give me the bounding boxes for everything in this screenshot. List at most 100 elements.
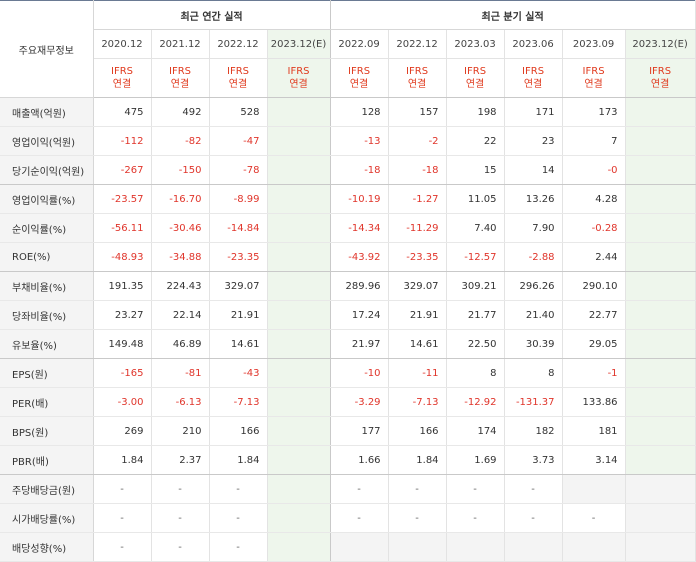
- table-cell: 30.39: [504, 329, 563, 359]
- table-cell: 15: [446, 155, 505, 185]
- table-cell: 1.84: [388, 445, 447, 475]
- row-label: 당기순이익(억원): [0, 155, 94, 185]
- table-cell: [267, 329, 331, 359]
- basis-header: IFRS 연결: [151, 58, 210, 98]
- basis-standard: IFRS: [111, 66, 133, 77]
- table-cell: -: [388, 503, 447, 533]
- table-cell: 191.35: [93, 271, 152, 301]
- table-cell: -8.99: [209, 184, 268, 214]
- table-cell: [267, 213, 331, 243]
- table-row: 영업이익률(%) -23.57 -16.70 -8.99 -10.19 -1.27 11.0…: [0, 184, 696, 214]
- table-cell: [267, 503, 331, 533]
- table-cell: 21.91: [209, 300, 268, 330]
- table-cell: 7.40: [446, 213, 505, 243]
- table-cell: 1.84: [209, 445, 268, 475]
- basis-consolidation: 연결: [650, 79, 670, 90]
- table-row: 주당배당금(원) - - - - - - -: [0, 474, 696, 504]
- table-cell: [625, 155, 696, 185]
- row-label: 주당배당금(원): [0, 474, 94, 504]
- table-cell: 2.37: [151, 445, 210, 475]
- table-cell: [625, 242, 696, 272]
- table-cell: [625, 445, 696, 475]
- table-cell: -112: [93, 126, 152, 156]
- table-cell: 198: [446, 97, 505, 127]
- basis-consolidation: 연결: [170, 79, 190, 90]
- table-row: ROE(%) -48.93 -34.88 -23.35 -43.92 -23.35 -12.…: [0, 242, 696, 272]
- table-cell: 157: [388, 97, 447, 127]
- table-cell: -48.93: [93, 242, 152, 272]
- basis-standard: IFRS: [348, 66, 371, 77]
- annual-group-header: 최근 연간 실적: [93, 0, 331, 30]
- table-row: 당기순이익(억원) -267 -150 -78 -18 -18 15 14 -0: [0, 155, 696, 185]
- table-cell: -6.13: [151, 387, 210, 417]
- table-cell: [625, 126, 696, 156]
- table-cell: 149.48: [93, 329, 152, 359]
- table-cell: 166: [388, 416, 447, 446]
- table-cell: 7: [562, 126, 626, 156]
- row-label: BPS(원): [0, 416, 94, 446]
- table-cell: 29.05: [562, 329, 626, 359]
- table-cell: -: [93, 474, 152, 504]
- table-cell: 492: [151, 97, 210, 127]
- table-cell: -82: [151, 126, 210, 156]
- table-cell: 17.24: [330, 300, 389, 330]
- table-cell: -43.92: [330, 242, 389, 272]
- row-label: PER(배): [0, 387, 94, 417]
- table-cell: -: [209, 474, 268, 504]
- table-cell: -: [209, 503, 268, 533]
- basis-row: IFRS 연결 IFRS 연결 IFRS 연결 IFRS 연결 IFRS 연결 IFRS 연결 IFRS…: [0, 58, 696, 98]
- table-cell: -: [504, 503, 563, 533]
- table-row: PER(배) -3.00 -6.13 -7.13 -3.29 -7.13 -12.92 -13…: [0, 387, 696, 417]
- basis-header: IFRS 연결: [625, 58, 696, 98]
- table-cell: [330, 532, 389, 562]
- table-cell: -10.19: [330, 184, 389, 214]
- table-cell: 21.40: [504, 300, 563, 330]
- period-header: 2023.06: [504, 29, 563, 59]
- table-cell: -150: [151, 155, 210, 185]
- table-cell: 171: [504, 97, 563, 127]
- table-cell: -11: [388, 358, 447, 388]
- basis-header: IFRS 연결: [209, 58, 268, 98]
- table-cell: [504, 532, 563, 562]
- basis-header: IFRS 연결: [504, 58, 563, 98]
- basis-standard: IFRS: [169, 66, 191, 77]
- table-cell: 296.26: [504, 271, 563, 301]
- row-label: EPS(원): [0, 358, 94, 388]
- table-row: 시가배당률(%) - - - - - - - -: [0, 503, 696, 533]
- table-cell: 14.61: [388, 329, 447, 359]
- row-label: 영업이익(억원): [0, 126, 94, 156]
- table-cell: 21.97: [330, 329, 389, 359]
- basis-standard: IFRS: [649, 66, 672, 77]
- row-label: 부채비율(%): [0, 271, 94, 301]
- period-header: 2023.09: [562, 29, 626, 59]
- table-cell: -0: [562, 155, 626, 185]
- table-cell: -: [330, 474, 389, 504]
- table-cell: -1.27: [388, 184, 447, 214]
- table-cell: -2.88: [504, 242, 563, 272]
- table-cell: 2.44: [562, 242, 626, 272]
- table-cell: 23: [504, 126, 563, 156]
- table-cell: [267, 358, 331, 388]
- table-cell: -30.46: [151, 213, 210, 243]
- table-row: PBR(배) 1.84 2.37 1.84 1.66 1.84 1.69 3.73 3.14: [0, 445, 696, 475]
- table-cell: -14.84: [209, 213, 268, 243]
- table-cell: [267, 387, 331, 417]
- row-label: 순이익률(%): [0, 213, 94, 243]
- period-header: 2023.03: [446, 29, 505, 59]
- table-cell: -: [330, 503, 389, 533]
- table-cell: -: [151, 532, 210, 562]
- table-cell: [625, 329, 696, 359]
- basis-standard: IFRS: [287, 66, 310, 77]
- basis-consolidation: 연결: [289, 79, 308, 90]
- basis-header: IFRS 연결: [388, 58, 447, 98]
- quarter-group-header: 최근 분기 실적: [330, 0, 696, 30]
- row-label: 시가배당률(%): [0, 503, 94, 533]
- table-cell: [625, 503, 696, 533]
- table-cell: 329.07: [388, 271, 447, 301]
- table-cell: 22.50: [446, 329, 505, 359]
- table-cell: -3.29: [330, 387, 389, 417]
- table-cell: -: [446, 474, 505, 504]
- table-cell: 528: [209, 97, 268, 127]
- table-cell: 11.05: [446, 184, 505, 214]
- basis-header: IFRS 연결: [267, 58, 331, 98]
